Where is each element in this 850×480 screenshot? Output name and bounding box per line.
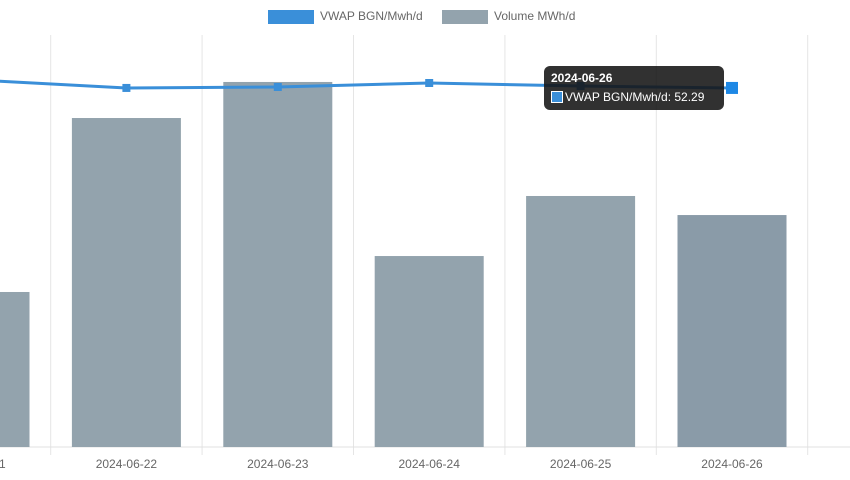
bar (223, 81, 333, 447)
x-tick-label: 2024-06-23 (247, 457, 309, 471)
point (122, 83, 131, 92)
x-tick-label: 2024-06-24 (399, 457, 461, 471)
legend-swatch[interactable] (442, 10, 488, 24)
bar (677, 215, 787, 447)
bar (526, 195, 636, 447)
bar (374, 256, 484, 447)
tooltip-body: VWAP BGN/Mwh/d: 52.29 (551, 90, 717, 104)
legend-label[interactable]: Volume MWh/d (494, 9, 575, 23)
x-tick-label: 2024-06-21 (0, 457, 6, 471)
point (726, 81, 738, 94)
bar (71, 118, 181, 447)
x-tick-label: 2024-06-25 (550, 457, 612, 471)
x-tick-label: 2024-06-22 (96, 457, 158, 471)
legend-label[interactable]: VWAP BGN/Mwh/d (320, 9, 423, 23)
tooltip: 2024-06-26 VWAP BGN/Mwh/d: 52.29 (544, 66, 724, 110)
tooltip-title: 2024-06-26 (551, 71, 613, 85)
bar (0, 291, 30, 447)
tooltip-series: VWAP BGN/Mwh/d (565, 90, 668, 104)
point (273, 82, 282, 91)
tooltip-value: 52.29 (674, 90, 705, 104)
point (425, 78, 434, 87)
x-tick-label: 2024-06-26 (701, 457, 763, 471)
legend-swatch[interactable] (268, 10, 314, 24)
